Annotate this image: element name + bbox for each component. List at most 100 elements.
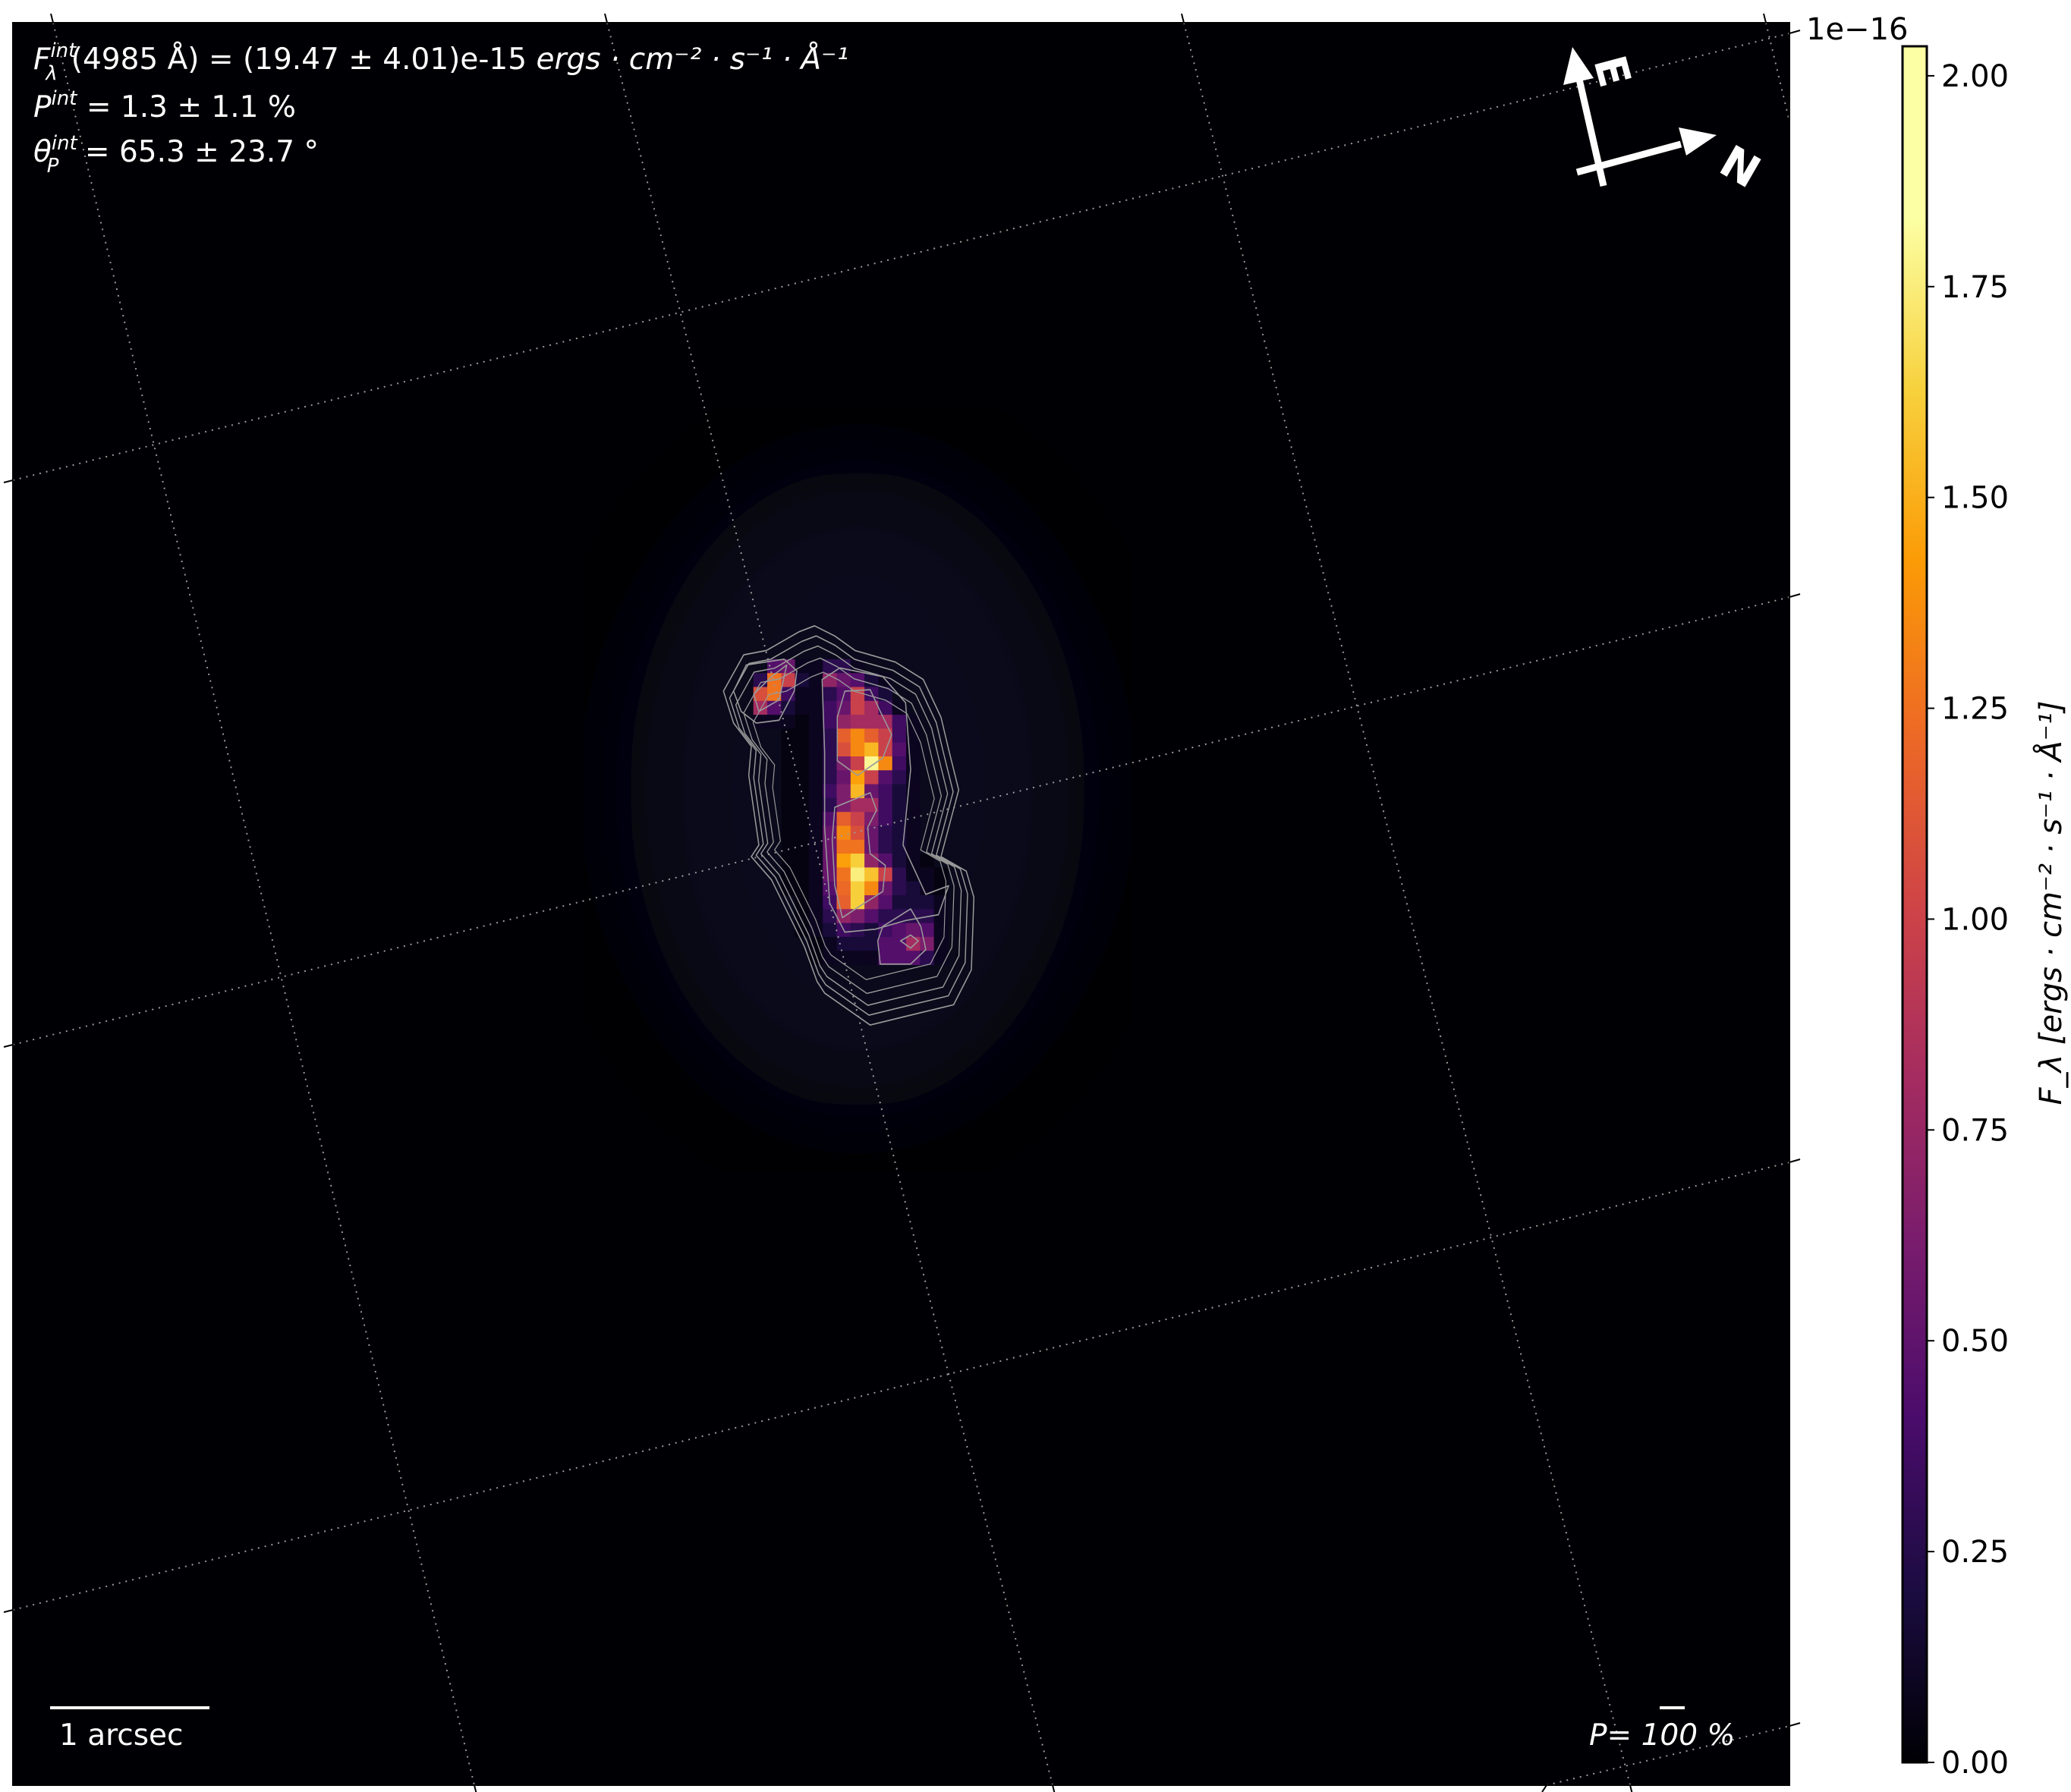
contour-lower-knot (831, 792, 886, 919)
flux-symbol: F (33, 42, 51, 77)
heatmap-pixel (781, 715, 796, 729)
heatmap-pixel (906, 936, 921, 951)
heatmap-pixel (836, 825, 851, 841)
heatmap-pixel (892, 867, 907, 882)
coordinate-grid (13, 23, 1789, 1785)
north-arrowhead-icon (1679, 127, 1717, 156)
heatmap-pixel (781, 825, 796, 841)
grid-line-ra-2 (606, 23, 1053, 1785)
heatmap-pixel (850, 923, 865, 938)
colorbar-tick-label: 0.00 (1941, 1746, 2009, 1781)
heatmap-pixel (878, 854, 893, 868)
colorbar-tick-label: 0.75 (1941, 1113, 2009, 1148)
contour-southeast-peak (899, 934, 919, 949)
heatmap-pixel (795, 715, 810, 729)
heatmap-pixel (795, 687, 810, 702)
heatmap-pixel (864, 756, 879, 771)
heatmap-pixel (823, 839, 837, 854)
contour-upper-knot (836, 689, 892, 776)
heatmap-pixel (836, 854, 851, 868)
heatmap-pixel (864, 951, 879, 965)
heatmap-pixel (892, 951, 907, 965)
heatmap-pixel (808, 742, 823, 757)
heatmap-pixel (906, 770, 921, 785)
heatmap-pixel (892, 770, 907, 785)
heatmap-pixel (920, 895, 935, 910)
arcsec-scale-label: 1 arcsec (59, 1718, 183, 1753)
heatmap-pixel (823, 909, 837, 924)
heatmap-pixel (795, 770, 810, 785)
flux-units: ergs · cm⁻² · s⁻¹ · Å⁻¹ (536, 41, 848, 77)
heatmap-pixel (892, 812, 907, 826)
heatmap-pixel (850, 867, 865, 882)
heatmap-pixel (892, 728, 907, 744)
heatmap-pixel (850, 797, 865, 813)
heatmap-pixel (823, 923, 837, 938)
heatmap-pixel (767, 687, 782, 702)
heatmap-pixel (836, 812, 851, 826)
heatmap-pixel (892, 825, 907, 841)
heatmap-pixel (781, 756, 796, 771)
heatmap-pixel (878, 770, 893, 785)
heatmap-pixel (878, 784, 893, 799)
heatmap-pixel (795, 728, 810, 744)
heatmap-pixel (878, 909, 893, 924)
colorbar: 0.00 0.25 0.50 0.75 1.00 1.25 1.50 1.75 2.00 F_λ… (1901, 45, 2069, 1781)
heatmap-pixel (808, 951, 823, 965)
heatmap-pixel (836, 867, 851, 882)
heatmap-pixel (878, 839, 893, 854)
heatmap-pixel (753, 715, 768, 729)
heatmap-pixel (808, 936, 823, 951)
heatmap-pixel (906, 728, 921, 744)
heatmap-pixel (808, 756, 823, 771)
heatmap-pixel (795, 909, 810, 924)
heatmap-pixel (808, 839, 823, 854)
heatmap-pixel (878, 867, 893, 882)
angle-sup: int (52, 132, 78, 155)
heatmap-pixel (823, 797, 837, 813)
heatmap-pixel (864, 673, 879, 687)
heatmap-pixel (933, 909, 949, 924)
heatmap-pixel (836, 715, 851, 729)
heatmap-pixel (823, 951, 837, 965)
heatmap-pixel (781, 700, 796, 715)
heatmap-pixel (864, 867, 879, 882)
grid-line-ra-3 (1183, 23, 1631, 1785)
heatmap-pixel (808, 812, 823, 826)
heatmap-pixel (906, 867, 921, 882)
heatmap-pixel (795, 700, 810, 715)
contour-core-left-inner (753, 664, 788, 712)
heatmap-pixel (906, 923, 921, 938)
heatmap-pixel (864, 881, 879, 896)
heatmap-pixel (823, 742, 837, 757)
heatmap-pixel (808, 825, 823, 841)
heatmap-pixel (781, 728, 796, 744)
heatmap-pixel (850, 700, 865, 715)
heatmap-pixel (836, 881, 851, 896)
heatmap-pixel (920, 936, 935, 951)
heatmap-pixel (878, 825, 893, 841)
heatmap-pixel (823, 715, 837, 729)
heatmap-pixel (823, 687, 837, 702)
heatmap-pixel (850, 909, 865, 924)
integrated-flux-text: Fint λ (4985 Å) = (19.47 ± 4.01)e-15 ergs … (33, 39, 848, 85)
heatmap-pixel (892, 742, 907, 757)
heatmap-pixel (836, 673, 851, 687)
polarization-scale-label: P= 100 % (1589, 1718, 1736, 1753)
heatmap-pixel (808, 770, 823, 785)
heatmap-pixel (850, 784, 865, 799)
heatmap-pixel (850, 715, 865, 729)
colorbar-tick-label: 0.50 (1941, 1324, 2009, 1359)
heatmap-pixel (920, 923, 935, 938)
heatmap-pixel (808, 895, 823, 910)
heatmap-pixel (823, 728, 837, 744)
angle-sub: P (47, 155, 59, 178)
heatmap-pixel (850, 728, 865, 744)
image-panel: Fint λ (4985 Å) = (19.47 ± 4.01)e-15 ergs … (13, 23, 1789, 1785)
heatmap-pixel (781, 742, 796, 757)
grid-line-dec-2 (13, 596, 1789, 1045)
colorbar-label: F_λ [ergs · cm⁻² · s⁻¹ · Å⁻¹] (2032, 701, 2069, 1105)
colorbar-offset-text: 1e−16 (1806, 12, 1908, 47)
flux-value: (4985 Å) = (19.47 ± 4.01)e-15 (71, 41, 537, 77)
grid-line-ra-1 (52, 23, 475, 1785)
